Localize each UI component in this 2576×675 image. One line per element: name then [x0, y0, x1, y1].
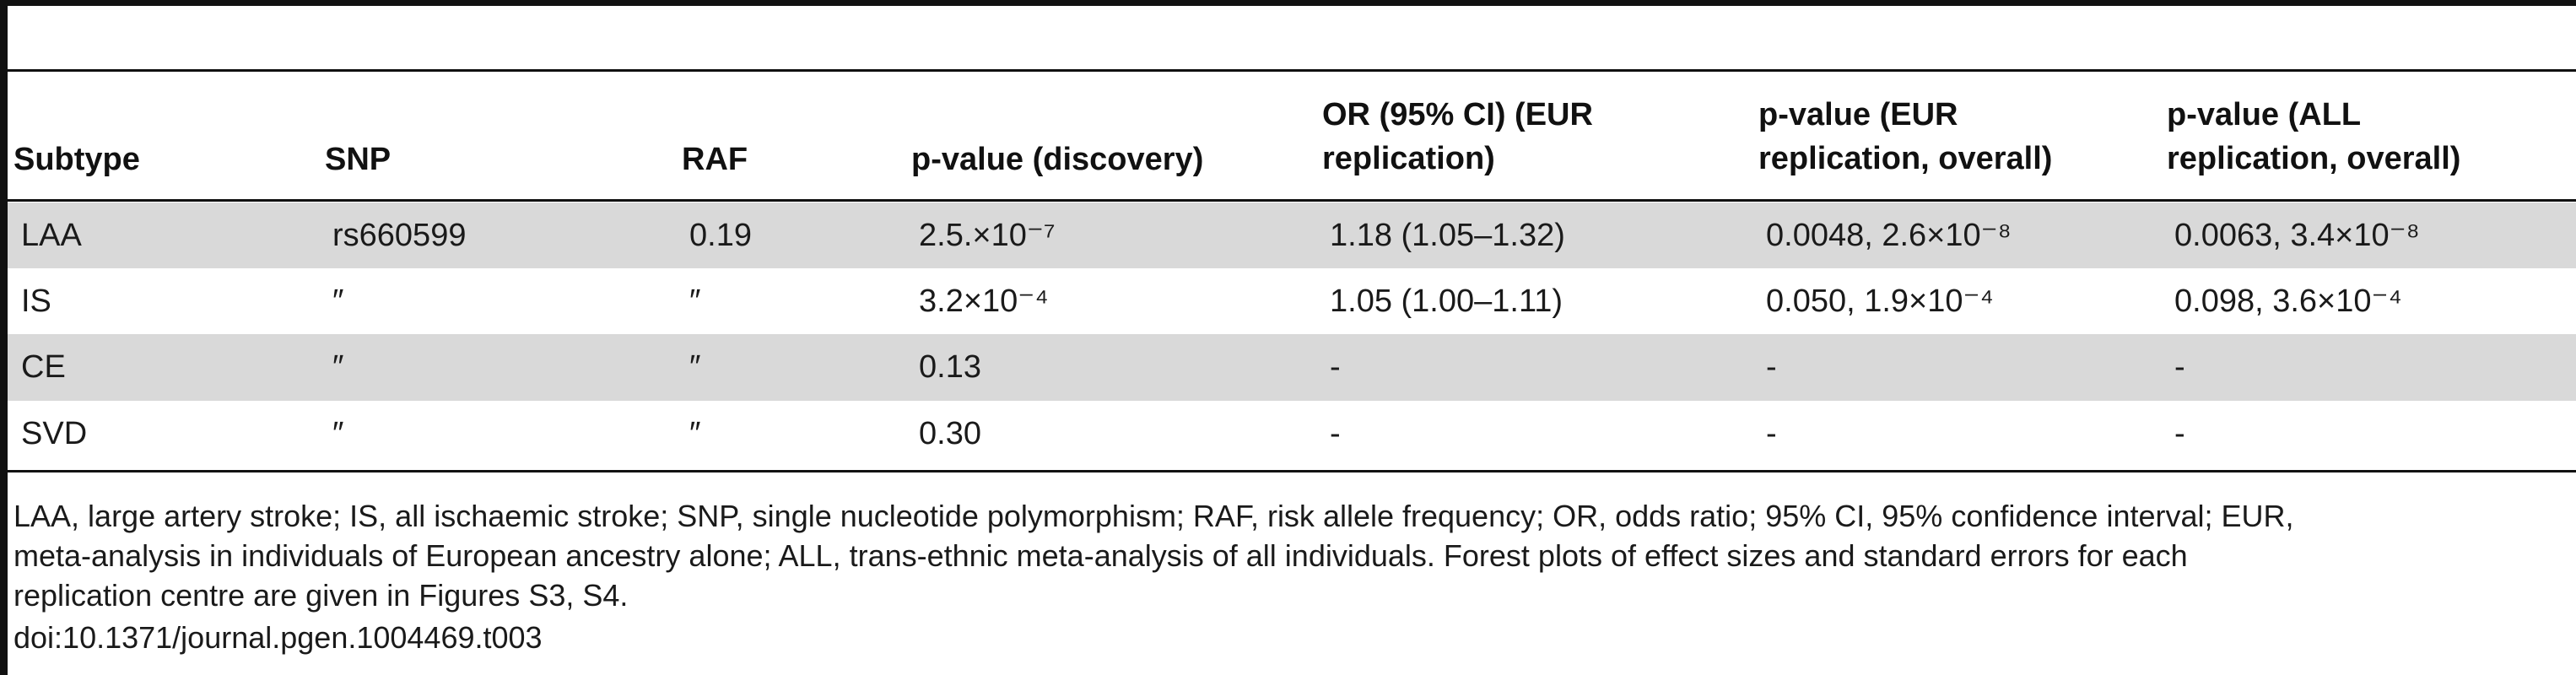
table-row: LAA rs660599 0.19 2.5.×10⁻⁷ 1.18 (1.05–1… — [8, 202, 2576, 268]
header-p-all-line1: p-value (ALL — [2167, 97, 2362, 132]
footnote-line: replication centre are given in Figures … — [14, 578, 629, 613]
cell-subtype: CE — [21, 349, 66, 385]
table-bottom-rule — [8, 470, 2576, 472]
cell-or-eur: 1.05 (1.00–1.11) — [1330, 284, 1563, 319]
cell-or-eur: 1.18 (1.05–1.32) — [1330, 218, 1565, 253]
cell-p-eur: - — [1766, 349, 1777, 385]
cell-snp: rs660599 — [332, 218, 467, 253]
cell-snp: ″ — [332, 284, 344, 319]
cell-snp: ″ — [332, 416, 344, 451]
table-row: CE ″ ″ 0.13 - - - — [8, 334, 2576, 401]
cell-p-discovery: 0.13 — [919, 349, 981, 385]
table-row: IS ″ ″ 3.2×10⁻⁴ 1.05 (1.00–1.11) 0.050, … — [8, 268, 2576, 334]
left-border-rule — [0, 0, 8, 675]
header-raf: RAF — [682, 138, 748, 181]
header-snp-text: SNP — [325, 142, 392, 177]
cell-p-eur: 0.050, 1.9×10⁻⁴ — [1766, 284, 1994, 319]
cell-raf: ″ — [689, 416, 701, 451]
top-border-rule — [0, 0, 2576, 6]
cell-raf: ″ — [689, 284, 701, 319]
cell-raf: 0.19 — [689, 218, 752, 253]
header-p-eur-line2: replication, overall) — [1758, 141, 2053, 176]
cell-subtype: SVD — [21, 416, 88, 451]
header-p-eur: p-value (EUR replication, overall) — [1758, 93, 2052, 181]
header-p-eur-line1: p-value (EUR — [1758, 97, 1958, 132]
header-or-eur-line2: replication) — [1322, 141, 1495, 176]
cell-raf: ″ — [689, 349, 701, 385]
cell-subtype: IS — [21, 284, 51, 319]
header-raf-text: RAF — [682, 142, 748, 177]
cell-p-all: 0.098, 3.6×10⁻⁴ — [2174, 284, 2402, 319]
header-p-all-line2: replication, overall) — [2167, 141, 2461, 176]
header-subtype: Subtype — [14, 138, 140, 181]
cell-snp: ″ — [332, 349, 344, 385]
cell-p-discovery: 0.30 — [919, 416, 981, 451]
header-or-eur-line1: OR (95% CI) (EUR — [1322, 97, 1593, 132]
cell-p-all: - — [2174, 349, 2185, 385]
header-or-eur: OR (95% CI) (EUR replication) — [1322, 93, 1593, 181]
footnote-line: LAA, large artery stroke; IS, all ischae… — [14, 499, 2294, 533]
doi-link[interactable]: doi:10.1371/journal.pgen.1004469.t003 — [14, 620, 543, 655]
header-subtype-text: Subtype — [14, 142, 140, 177]
header-bottom-rule — [8, 199, 2576, 202]
footnote-line: meta-analysis in individuals of European… — [14, 538, 2188, 573]
header-p-discovery-text: p-value (discovery) — [911, 142, 1204, 177]
header-p-all: p-value (ALL replication, overall) — [2167, 93, 2460, 181]
table-footnote: LAA, large artery stroke; IS, all ischae… — [14, 496, 2562, 615]
cell-or-eur: - — [1330, 349, 1341, 385]
cell-subtype: LAA — [21, 218, 82, 253]
cell-p-discovery: 3.2×10⁻⁴ — [919, 284, 1049, 319]
cell-p-eur: - — [1766, 416, 1777, 451]
cell-or-eur: - — [1330, 416, 1341, 451]
cell-p-eur: 0.0048, 2.6×10⁻⁸ — [1766, 218, 2012, 253]
cell-p-discovery: 2.5.×10⁻⁷ — [919, 218, 1056, 253]
header-snp: SNP — [325, 138, 391, 181]
cell-p-all: 0.0063, 3.4×10⁻⁸ — [2174, 218, 2420, 253]
cell-p-all: - — [2174, 416, 2185, 451]
header-p-discovery: p-value (discovery) — [911, 138, 1203, 181]
table-row: SVD ″ ″ 0.30 - - - — [8, 401, 2576, 470]
header-top-rule — [8, 69, 2576, 72]
